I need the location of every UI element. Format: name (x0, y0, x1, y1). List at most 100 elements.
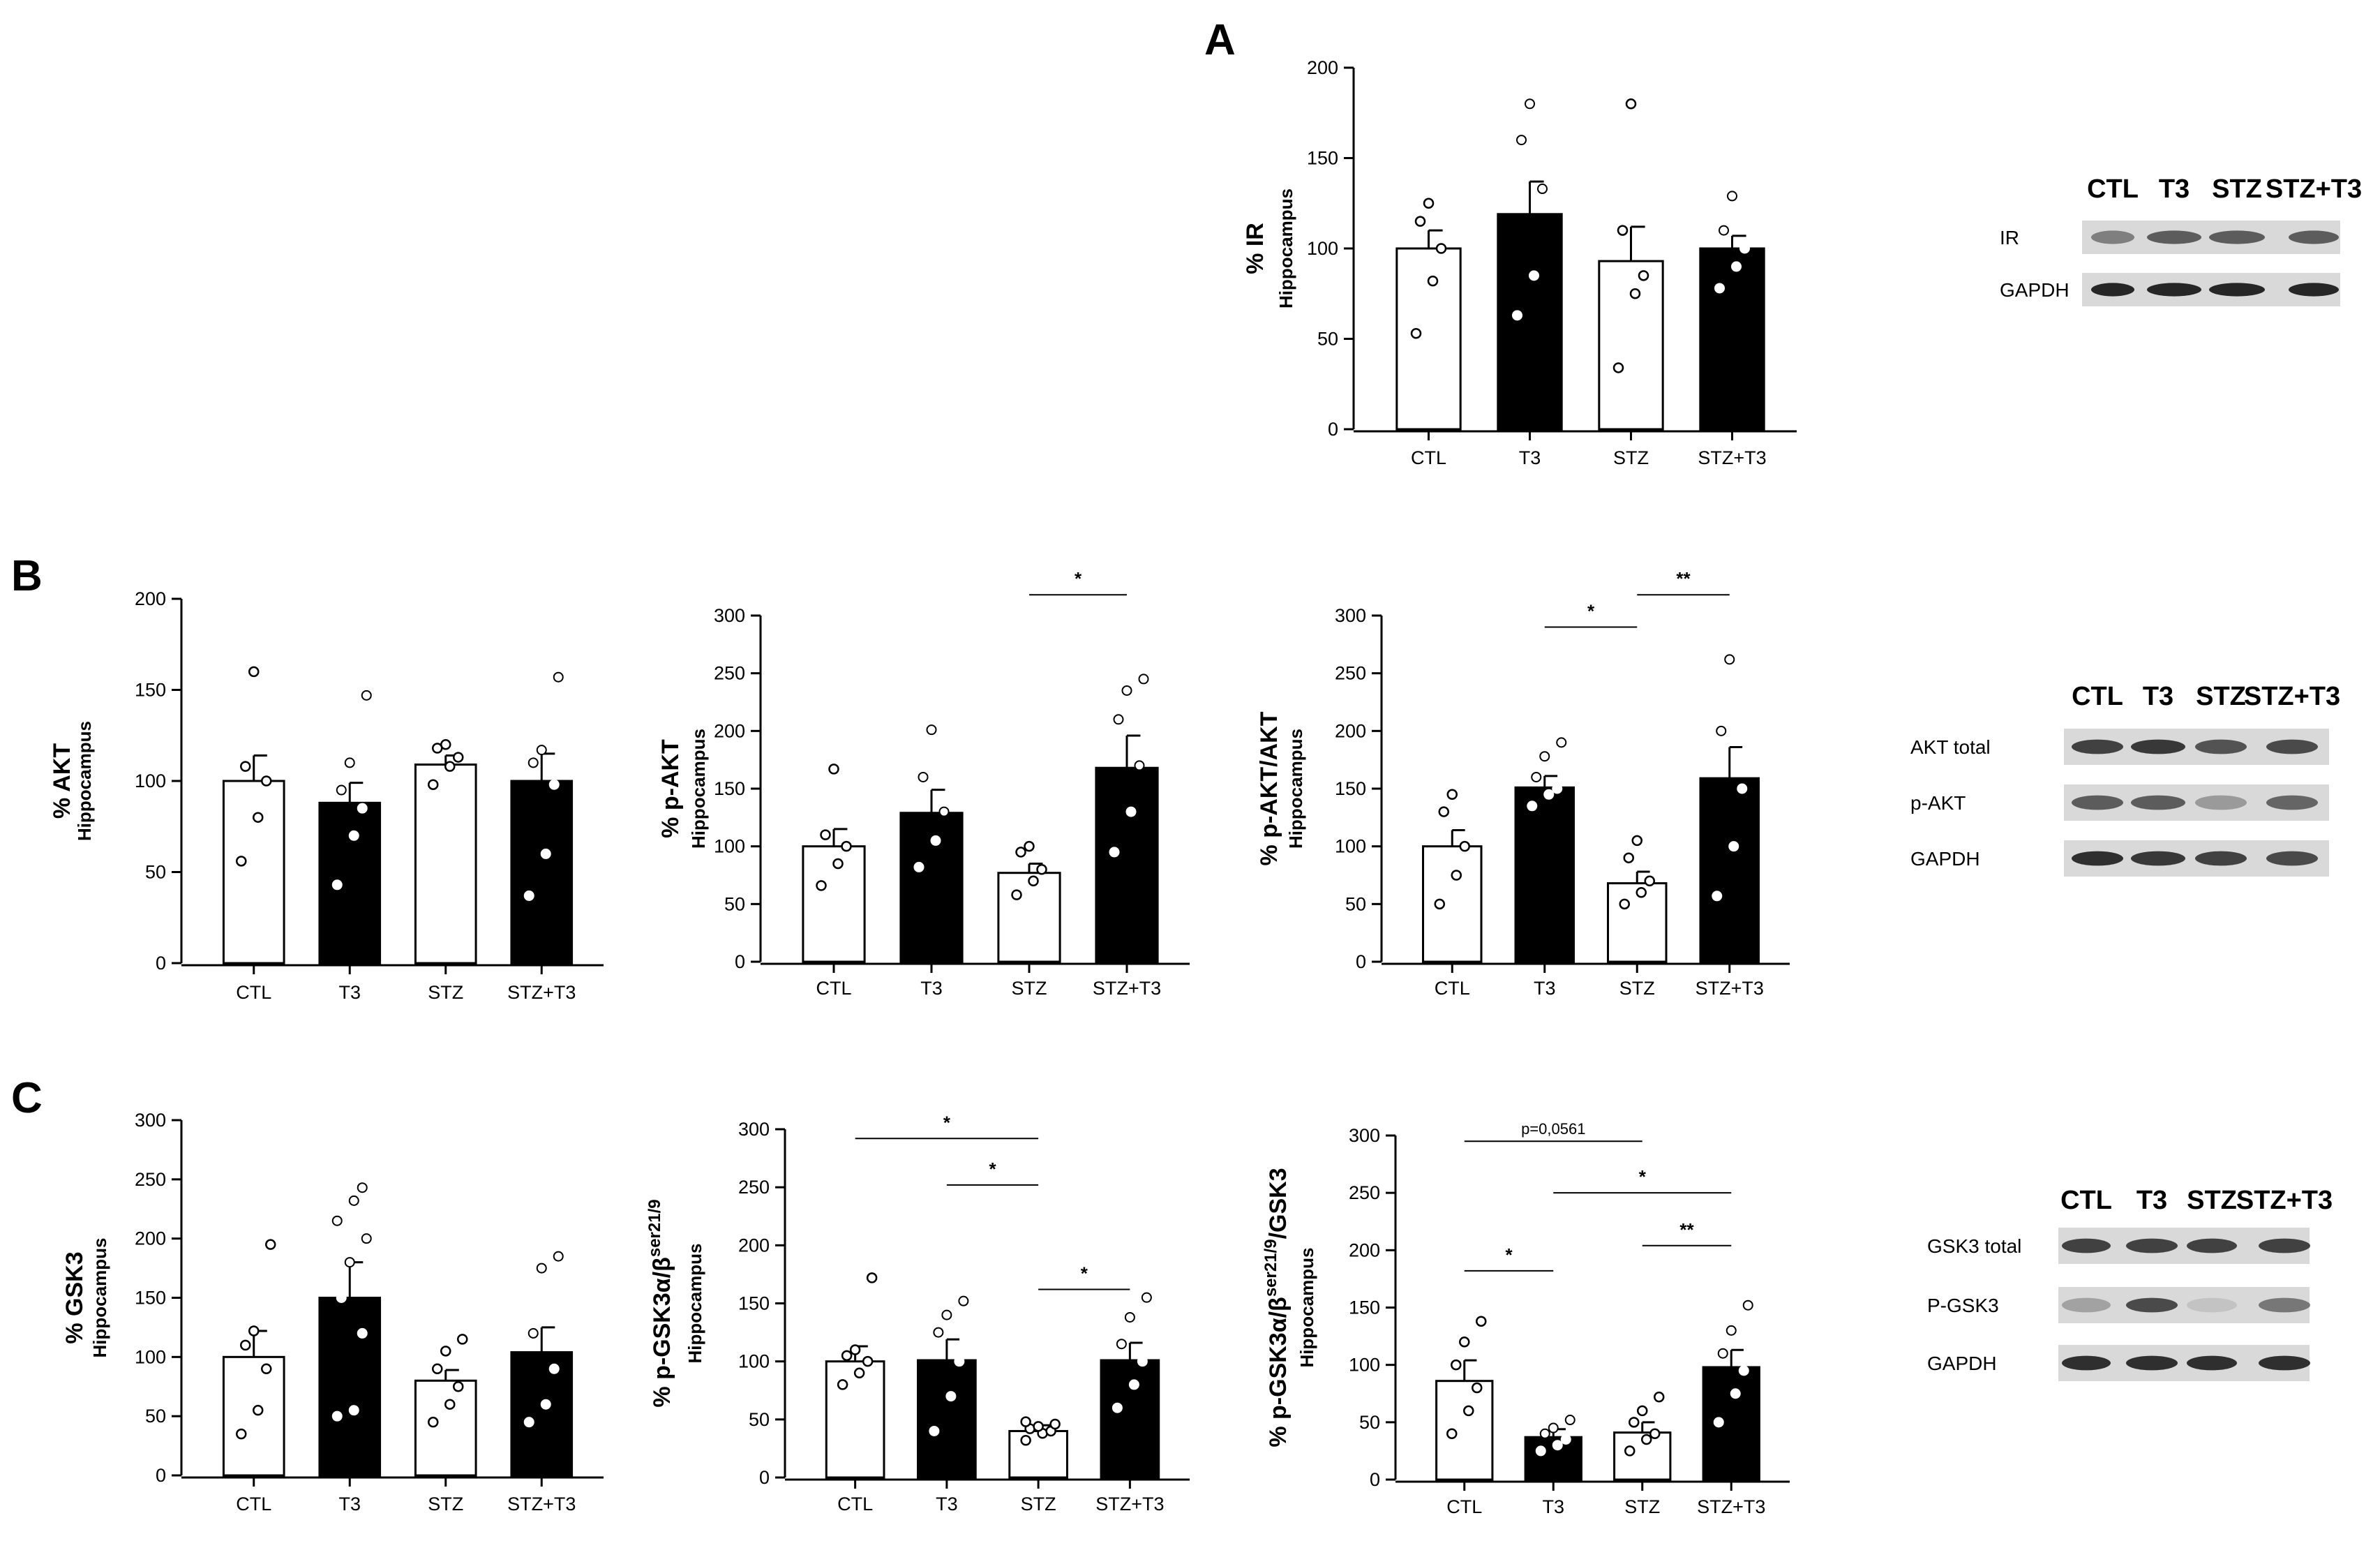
data-point (1560, 1434, 1571, 1445)
data-point (1641, 1434, 1652, 1445)
y-tick-label: 300 (135, 1110, 166, 1131)
chart-B-pAKT: 0 50 100 150 200 250 300 CTL T3 STZ STZ+T3 * % p-AKT… (657, 568, 1190, 999)
bar-stz (1607, 882, 1668, 963)
y-tick-label: 0 (1370, 1469, 1380, 1490)
data-point (553, 671, 564, 683)
bar-t3 (1497, 213, 1563, 431)
y-tick-label: 100 (1335, 836, 1366, 857)
y-axis-sublabel: Hippocampus (1285, 729, 1306, 849)
y-axis-sublabel: Hippocampus (89, 1238, 110, 1358)
y-axis-label-superscript: ser21/9 (1262, 1239, 1280, 1297)
category-label: CTL (236, 1494, 271, 1514)
y-tick-label: 250 (714, 663, 745, 684)
category-label: CTL (816, 978, 851, 999)
y-axis-sublabel: Hippocampus (1296, 1248, 1317, 1368)
data-point (1629, 288, 1641, 299)
panel-letter-c: C (11, 1074, 43, 1122)
blot-lane-label: STZ+T3 (2266, 174, 2362, 204)
data-point (444, 1399, 456, 1410)
data-point (253, 1404, 264, 1416)
bar-stz-t3 (510, 1351, 574, 1477)
y-tick-label: 250 (1335, 663, 1366, 684)
category-label: STZ (1613, 447, 1649, 468)
data-point (1020, 1416, 1031, 1427)
blot-band (2195, 795, 2247, 810)
category-label: T3 (1534, 978, 1556, 999)
data-point (440, 1346, 451, 1357)
data-point (453, 752, 464, 763)
panel-letter-b: B (11, 552, 43, 600)
y-tick-label: 50 (749, 1409, 770, 1430)
data-point (240, 761, 251, 772)
data-point (1727, 191, 1737, 202)
data-point (236, 1428, 247, 1440)
data-point (523, 1417, 534, 1428)
data-point (453, 1381, 464, 1392)
y-axis-label-main: % p-AKT/AKT (1256, 711, 1282, 865)
data-point (265, 1239, 276, 1250)
data-point (828, 764, 839, 775)
blot-band (2266, 739, 2318, 754)
data-point (428, 1416, 439, 1428)
y-tick-label: 200 (1335, 720, 1366, 741)
blot-band (2259, 1355, 2310, 1371)
data-point (1446, 1428, 1458, 1440)
bar-t3 (318, 1297, 382, 1477)
charts-layer: 0 50 100 150 200 CTL T3 STZ STZ+T3 % IR Hippocampu… (49, 57, 1797, 1517)
category-label: T3 (338, 982, 361, 1003)
data-point (1459, 840, 1470, 852)
blot-band (2126, 1238, 2178, 1253)
data-point (1644, 875, 1655, 887)
category-label: CTL (236, 982, 271, 1003)
data-point (1637, 1405, 1648, 1417)
y-tick-label: 100 (1307, 238, 1338, 259)
data-point (945, 1391, 957, 1402)
blot-row-label: p-AKT (1910, 792, 1966, 814)
blot-band (2072, 739, 2123, 754)
significance-label: ** (1679, 1219, 1694, 1240)
data-point (930, 835, 941, 846)
data-point (929, 1425, 940, 1436)
y-tick-label: 300 (714, 605, 745, 626)
data-point (331, 1215, 343, 1226)
data-point (1134, 760, 1145, 771)
blot-row-label: IR (2000, 227, 2019, 248)
y-axis-label: % p-AKT (657, 739, 684, 838)
category-label: T3 (1519, 447, 1541, 468)
data-point (1015, 847, 1026, 858)
data-point (1112, 1402, 1123, 1413)
chart-C-GSK3: 0 50 100 150 200 250 300 CTL T3 STZ STZ+T3 % GSK3 Hi… (61, 1110, 604, 1514)
data-point (1537, 184, 1548, 195)
data-point (1451, 870, 1462, 881)
data-point (1737, 783, 1748, 794)
y-axis-sublabel: Hippocampus (74, 721, 95, 841)
data-point (261, 775, 272, 787)
y-tick-label: 50 (1359, 1412, 1380, 1433)
data-point (926, 724, 937, 736)
category-label: T3 (936, 1494, 958, 1514)
data-point (357, 1182, 368, 1193)
blot-lane-label: STZ+T3 (2236, 1186, 2333, 1215)
blot-row-label: P-GSK3 (1927, 1295, 1999, 1316)
data-point (1011, 889, 1022, 900)
data-point (1121, 685, 1132, 696)
data-point (1141, 1292, 1152, 1303)
data-point (1463, 1405, 1474, 1417)
data-point (1423, 198, 1435, 209)
bar-ctl (1395, 247, 1462, 431)
data-point (536, 1263, 547, 1274)
blot-band (2072, 795, 2123, 810)
bar-ctl (222, 780, 285, 965)
significance-label: * (1081, 1263, 1088, 1284)
blot-band (2131, 739, 2185, 754)
data-point (837, 1379, 848, 1390)
data-point (1552, 1440, 1563, 1451)
data-point (253, 812, 264, 823)
blot-row-label: GAPDH (1927, 1353, 1997, 1374)
data-point (1529, 270, 1539, 281)
blot-band (2131, 851, 2185, 866)
data-point (1712, 891, 1723, 902)
y-axis-label-main: % AKT (49, 743, 75, 819)
blot-band (2259, 1297, 2310, 1313)
data-point (1713, 1417, 1724, 1428)
